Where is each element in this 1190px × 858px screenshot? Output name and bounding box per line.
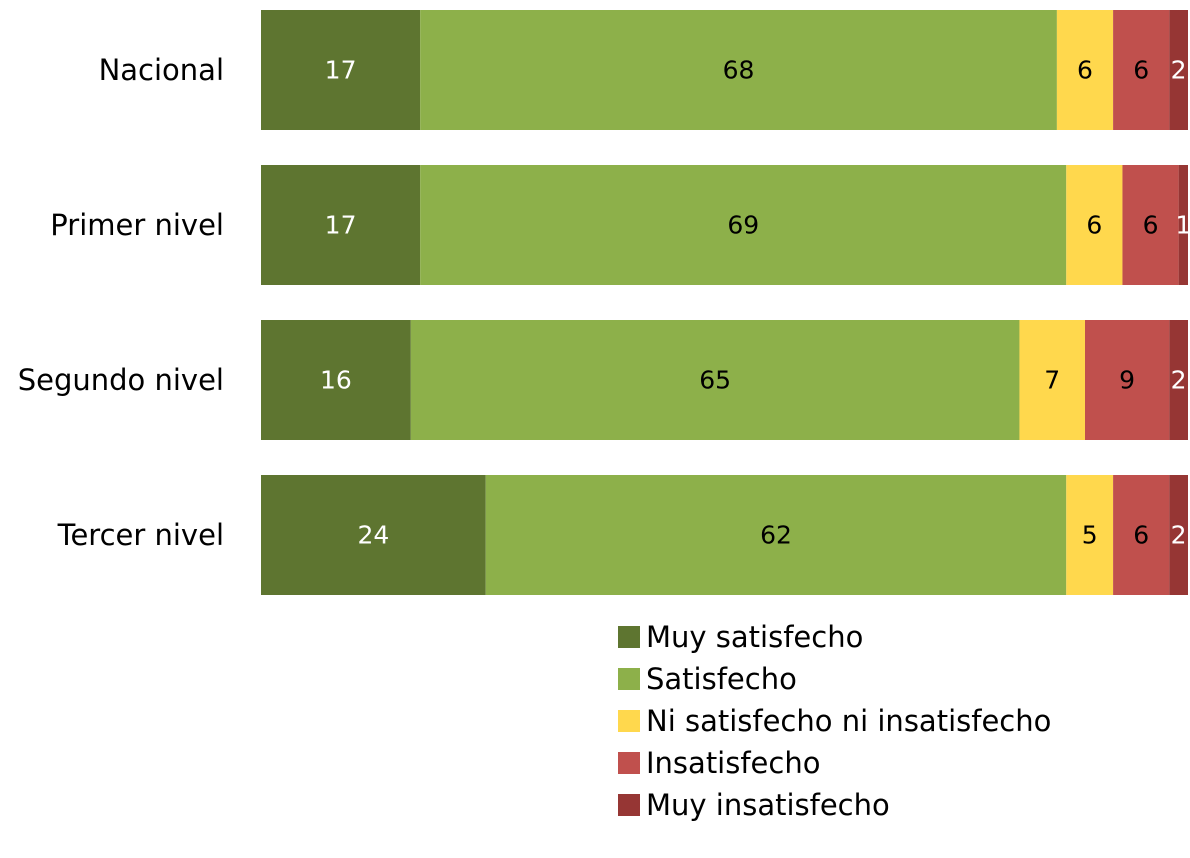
bar-primer-nivel-muy-satisfecho — [261, 165, 421, 285]
bar-tercer-nivel-insatisfecho — [1113, 475, 1170, 595]
bars-layer: 17 68 6 6 217 69 6 6 116 65 7 9 224 62 5 6 2 — [261, 10, 1190, 595]
bar-primer-nivel-muy-insatisfecho — [1178, 165, 1188, 285]
category-label-nacional: Nacional — [99, 53, 224, 87]
data-label-nacional-satisfecho: 68 — [723, 56, 755, 85]
data-label-segundo-nivel-muy-insatisfecho: 2 — [1171, 366, 1187, 395]
data-label-primer-nivel-satisfecho: 69 — [727, 211, 759, 240]
category-label-segundo-nivel: Segundo nivel — [18, 363, 224, 397]
bar-tercer-nivel-muy-insatisfecho — [1169, 475, 1188, 595]
legend-label-ni-satisfecho-ni-insatisfecho: Ni satisfecho ni insatisfecho — [646, 704, 1051, 738]
legend-swatch-muy-satisfecho — [618, 626, 640, 648]
legend-label-muy-satisfecho: Muy satisfecho — [646, 620, 863, 654]
data-label-nacional-insatisfecho: 6 — [1133, 56, 1149, 85]
bar-nacional-muy-insatisfecho — [1169, 10, 1188, 130]
legend-swatch-satisfecho — [618, 668, 640, 690]
legend-swatch-ni-satisfecho-ni-insatisfecho — [618, 710, 640, 732]
bar-nacional-muy-satisfecho — [261, 10, 421, 130]
legend-label-insatisfecho: Insatisfecho — [646, 746, 820, 780]
bar-nacional-insatisfecho — [1113, 10, 1170, 130]
bar-tercer-nivel-satisfecho — [485, 475, 1067, 595]
data-label-primer-nivel-ni-satisfecho-ni-insatisfecho: 6 — [1086, 211, 1102, 240]
data-label-primer-nivel-muy-insatisfecho: 1 — [1175, 211, 1190, 240]
bar-primer-nivel-ni-satisfecho-ni-insatisfecho — [1066, 165, 1123, 285]
legend-swatch-muy-insatisfecho — [618, 794, 640, 816]
data-label-nacional-muy-satisfecho: 17 — [325, 56, 357, 85]
category-label-primer-nivel: Primer nivel — [50, 208, 224, 242]
category-labels: Nacional Primer nivel Segundo nivel Tercer … — [18, 53, 224, 552]
data-label-tercer-nivel-ni-satisfecho-ni-insatisfecho: 5 — [1082, 521, 1098, 550]
bar-nacional-satisfecho — [420, 10, 1057, 130]
data-label-nacional-ni-satisfecho-ni-insatisfecho: 6 — [1077, 56, 1093, 85]
bar-nacional-ni-satisfecho-ni-insatisfecho — [1056, 10, 1114, 130]
legend-swatch-insatisfecho — [618, 752, 640, 774]
bar-primer-nivel-satisfecho — [420, 165, 1067, 285]
data-label-tercer-nivel-muy-insatisfecho: 2 — [1171, 521, 1187, 550]
data-label-tercer-nivel-insatisfecho: 6 — [1133, 521, 1149, 550]
bar-segundo-nivel-muy-satisfecho — [261, 320, 411, 440]
bar-primer-nivel-insatisfecho — [1122, 165, 1179, 285]
data-label-segundo-nivel-ni-satisfecho-ni-insatisfecho: 7 — [1044, 366, 1060, 395]
data-label-tercer-nivel-satisfecho: 62 — [760, 521, 792, 550]
data-label-tercer-nivel-muy-satisfecho: 24 — [357, 521, 389, 550]
bar-segundo-nivel-insatisfecho — [1085, 320, 1170, 440]
data-label-primer-nivel-insatisfecho: 6 — [1143, 211, 1159, 240]
category-label-tercer-nivel: Tercer nivel — [57, 518, 224, 552]
bar-tercer-nivel-muy-satisfecho — [261, 475, 486, 595]
bar-tercer-nivel-ni-satisfecho-ni-insatisfecho — [1066, 475, 1114, 595]
bar-segundo-nivel-ni-satisfecho-ni-insatisfecho — [1019, 320, 1085, 440]
data-label-segundo-nivel-insatisfecho: 9 — [1119, 366, 1135, 395]
legend-label-satisfecho: Satisfecho — [646, 662, 797, 696]
data-label-segundo-nivel-satisfecho: 65 — [699, 366, 731, 395]
data-label-segundo-nivel-muy-satisfecho: 16 — [320, 366, 352, 395]
bar-segundo-nivel-satisfecho — [410, 320, 1020, 440]
data-label-nacional-muy-insatisfecho: 2 — [1171, 56, 1187, 85]
bar-segundo-nivel-muy-insatisfecho — [1169, 320, 1188, 440]
legend-label-muy-insatisfecho: Muy insatisfecho — [646, 788, 890, 822]
legend: Muy satisfecho Satisfecho Ni satisfecho ni… — [618, 620, 1051, 822]
data-label-primer-nivel-muy-satisfecho: 17 — [325, 211, 357, 240]
